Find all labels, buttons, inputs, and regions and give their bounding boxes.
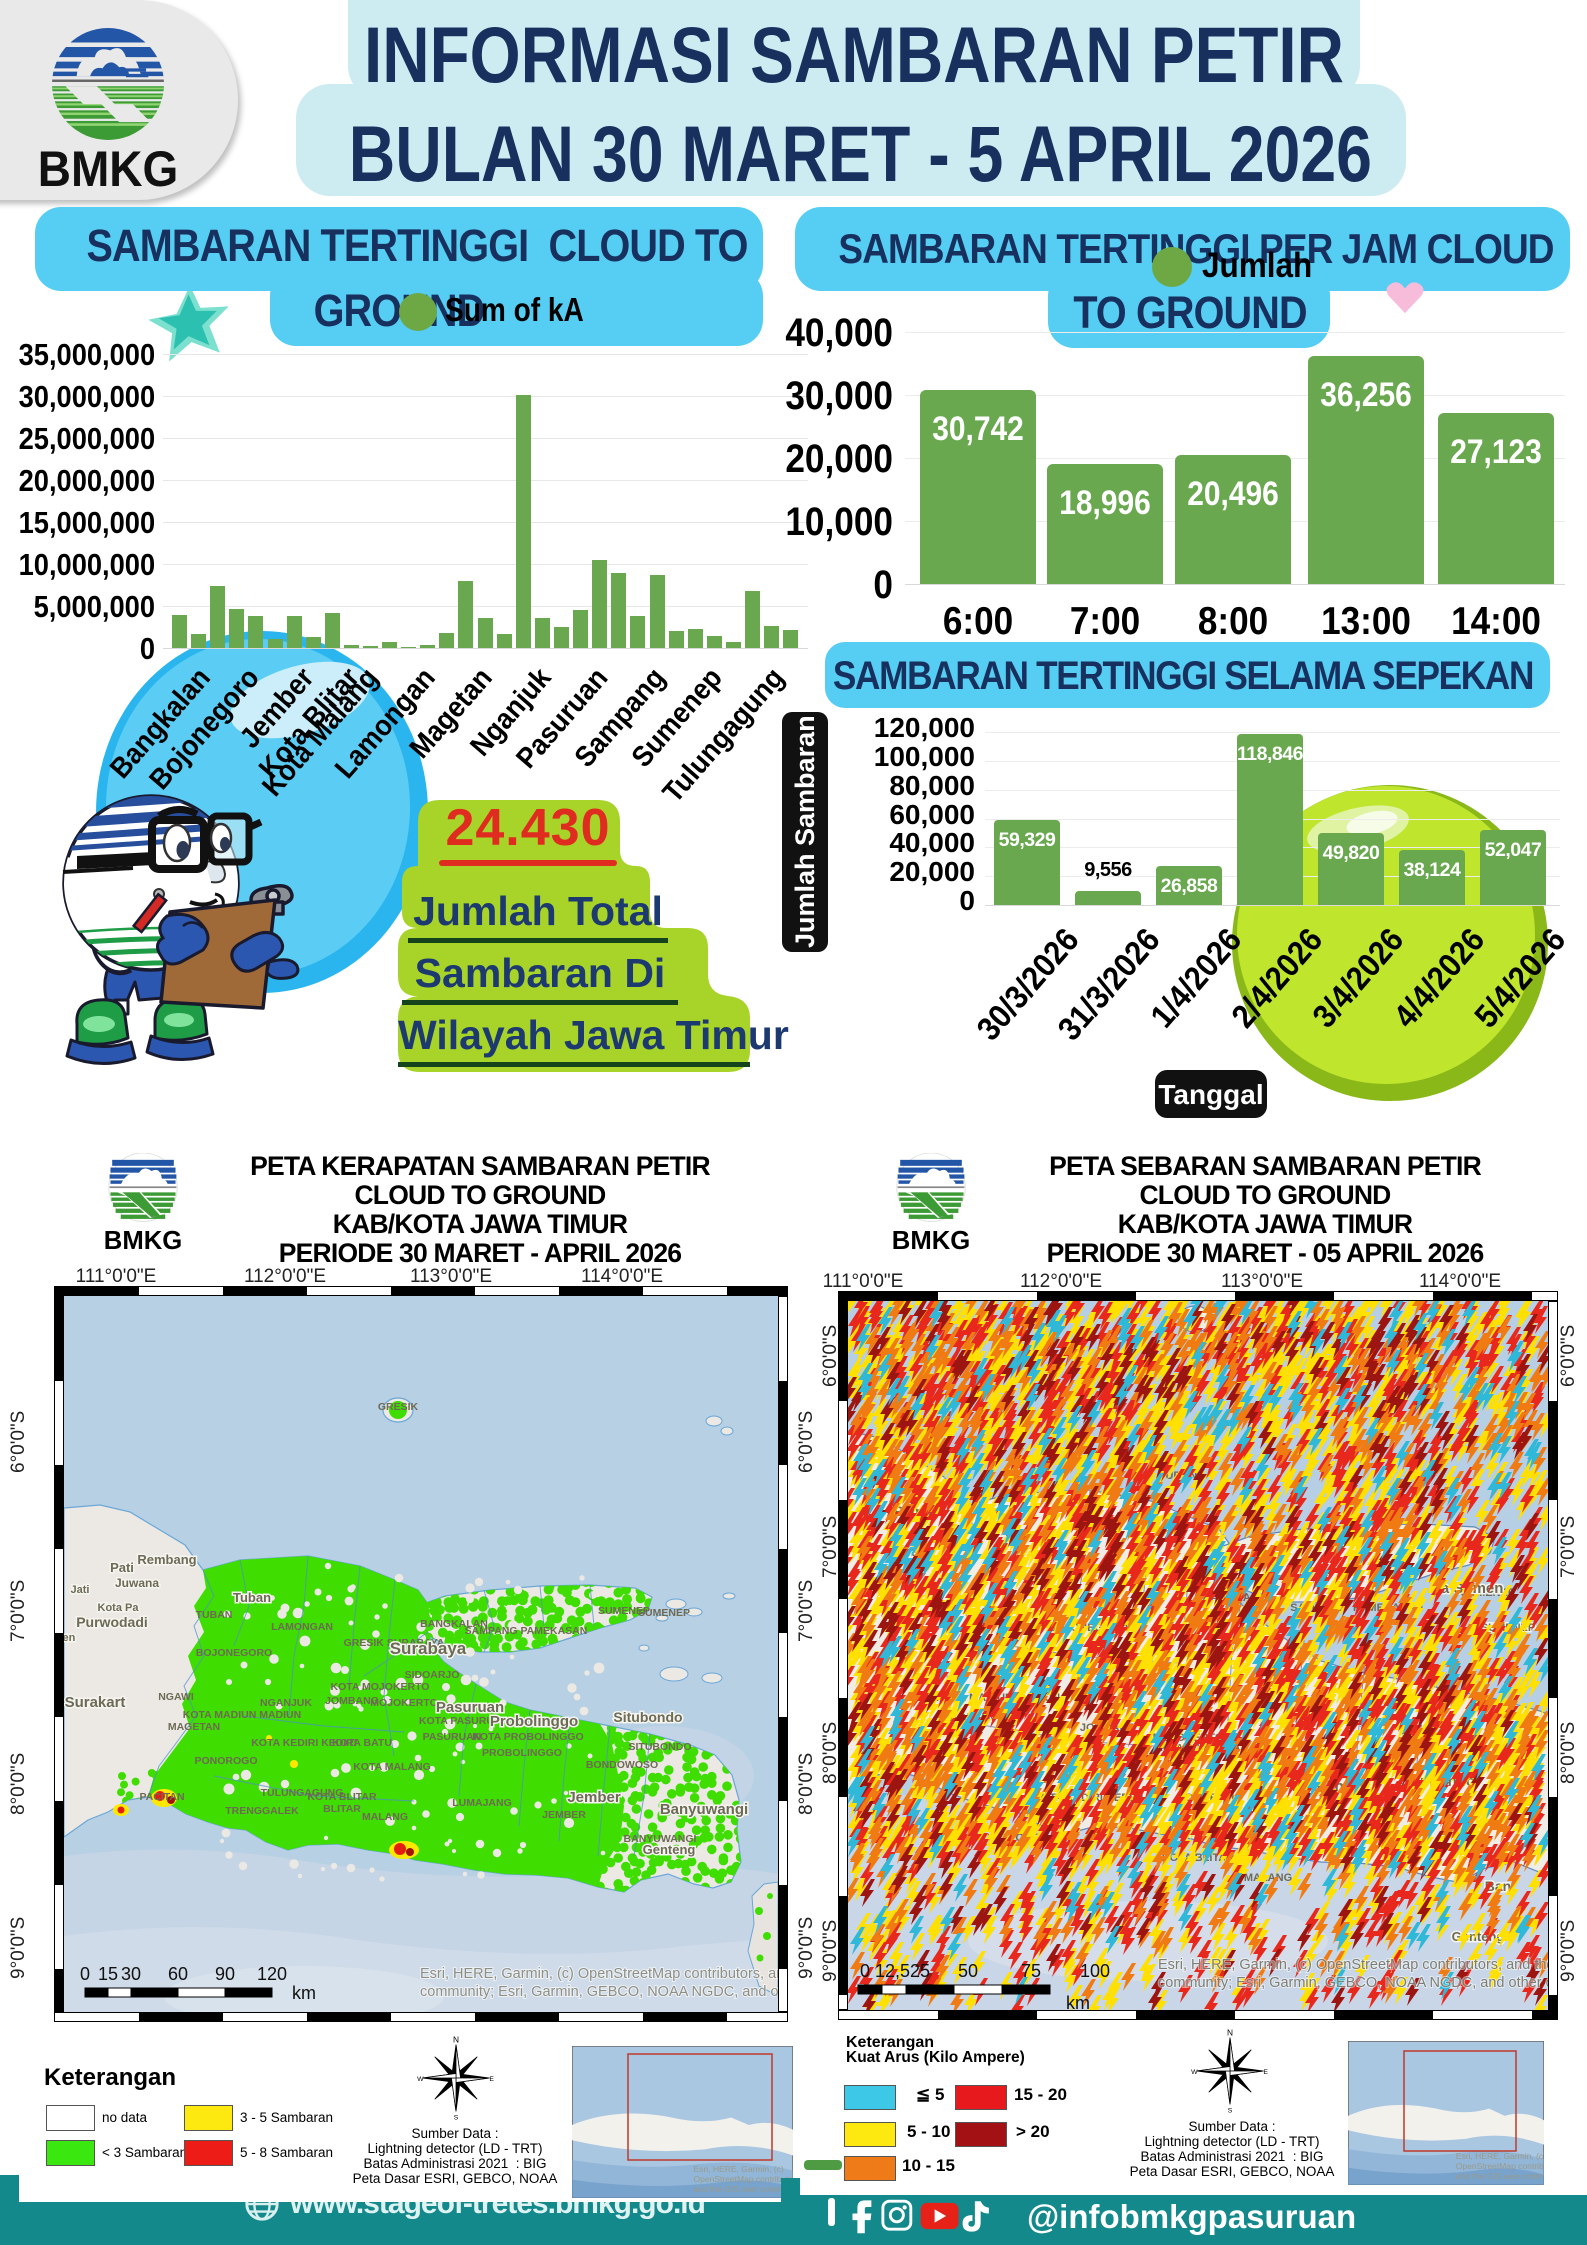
svg-text:KOTA MALANG: KOTA MALANG — [353, 1761, 431, 1773]
svg-text:MALANG: MALANG — [362, 1811, 408, 1823]
svg-text:community; Esri, Garmin, GEBCO: community; Esri, Garmin, GEBCO, NOAA NGD… — [1158, 1975, 1548, 1991]
svg-text:100: 100 — [1080, 1961, 1110, 1981]
svg-text:community; Esri, Garmin, GEBCO: community; Esri, Garmin, GEBCO, NOAA NGD… — [420, 1984, 778, 2000]
svg-text:Purwodadi: Purwodadi — [76, 1614, 148, 1630]
svg-text:Juwana: Juwana — [115, 1576, 159, 1590]
svg-text:Probolinggo: Probolinggo — [490, 1713, 578, 1730]
svg-text:Pati: Pati — [110, 1560, 134, 1575]
svg-text:Kota Pa: Kota Pa — [98, 1602, 140, 1614]
svg-text:KOTA PASURUAN: KOTA PASURUAN — [419, 1715, 509, 1727]
svg-text:MOJOKERTO: MOJOKERTO — [370, 1697, 437, 1709]
svg-text:KOTA BLITAR: KOTA BLITAR — [307, 1791, 377, 1803]
svg-text:SITUBONDO: SITUBONDO — [629, 1741, 692, 1753]
svg-text:PONOROGO: PONOROGO — [194, 1755, 257, 1767]
svg-text:BANGKALAN: BANGKALAN — [420, 1618, 488, 1630]
svg-text:MALANG: MALANG — [1244, 1872, 1292, 1884]
svg-text:GRESIK: GRESIK — [378, 1401, 419, 1413]
svg-text:TULUNGAGUNG: TULUNGAGUNG — [261, 1787, 344, 1799]
svg-text:KOTA KEDIRI KEDIRI: KOTA KEDIRI KEDIRI — [251, 1737, 357, 1749]
svg-text:Jember: Jember — [567, 1789, 621, 1806]
svg-text:SIDOARJO: SIDOARJO — [405, 1669, 460, 1681]
svg-text:90: 90 — [215, 1964, 235, 1984]
svg-text:E: E — [489, 2076, 494, 2083]
svg-text:Jati: Jati — [71, 1584, 90, 1596]
svg-text:KOTA PROBOLINGGO: KOTA PROBOLINGGO — [472, 1731, 583, 1743]
svg-text:LUMAJANG: LUMAJANG — [452, 1797, 512, 1809]
svg-text:JEMBER: JEMBER — [542, 1809, 586, 1821]
svg-text:30: 30 — [121, 1964, 141, 1984]
svg-text:SUMENEP: SUMENEP — [638, 1607, 690, 1619]
svg-text:50: 50 — [958, 1961, 978, 1981]
svg-text:E: E — [1263, 2069, 1268, 2076]
svg-text:15: 15 — [98, 1964, 118, 1984]
svg-text:BOJONEGORO: BOJONEGORO — [196, 1647, 272, 1659]
svg-text:km: km — [292, 1983, 316, 2003]
svg-text:MAGETAN: MAGETAN — [168, 1721, 220, 1733]
svg-text:TRENGGALEK: TRENGGALEK — [225, 1805, 299, 1817]
svg-text:BMKG: BMKG — [104, 1227, 182, 1255]
svg-text:W: W — [1191, 2069, 1198, 2076]
svg-text:SUMENEP: SUMENEP — [598, 1605, 650, 1617]
svg-text:JOMBANG: JOMBANG — [325, 1695, 379, 1707]
svg-text:OpenStreetMap contributors,: OpenStreetMap contributors, — [1456, 2161, 1544, 2171]
svg-text:S: S — [1228, 2108, 1233, 2115]
svg-text:0: 0 — [80, 1964, 90, 1984]
svg-text:Esri, HERE, Garmin, (c): Esri, HERE, Garmin, (c) — [1456, 2151, 1544, 2161]
svg-text:km: km — [1066, 1993, 1090, 2010]
svg-text:Pasuruan: Pasuruan — [436, 1699, 504, 1716]
svg-text:Rembang: Rembang — [137, 1552, 196, 1567]
svg-text:NGANJUK: NGANJUK — [260, 1697, 312, 1709]
svg-text:BMKG: BMKG — [892, 1227, 970, 1255]
svg-text:N: N — [1227, 2027, 1233, 2037]
svg-text:OpenStreetMap contributors,: OpenStreetMap contributors, — [694, 2174, 793, 2184]
svg-text:W: W — [417, 2076, 424, 2083]
svg-text:PACITAN: PACITAN — [139, 1791, 184, 1803]
svg-text:60: 60 — [168, 1964, 188, 1984]
svg-text:Surakart: Surakart — [65, 1694, 126, 1711]
svg-text:and the GIS user community: and the GIS user community — [694, 2184, 793, 2194]
svg-text:and the GIS user community: and the GIS user community — [1456, 2171, 1544, 2181]
svg-text:KOTA BATU: KOTA BATU — [332, 1737, 392, 1749]
svg-text:0 12,525: 0 12,525 — [860, 1961, 930, 1981]
svg-text:Genteng: Genteng — [643, 1842, 696, 1857]
svg-text:KOTA MADIUN MADIUN: KOTA MADIUN MADIUN — [183, 1709, 301, 1721]
svg-text:Banyuwangi: Banyuwangi — [660, 1801, 748, 1818]
svg-text:Tuban: Tuban — [233, 1590, 271, 1605]
svg-text:BLITAR: BLITAR — [323, 1803, 361, 1815]
svg-text:Situbondo: Situbondo — [613, 1709, 682, 1725]
svg-text:75: 75 — [1021, 1961, 1041, 1981]
svg-text:BANYUWANGI: BANYUWANGI — [624, 1833, 697, 1845]
svg-text:BONDOWOSO: BONDOWOSO — [586, 1759, 658, 1771]
svg-text:Esri, HERE, Garmin, (c) OpenSt: Esri, HERE, Garmin, (c) OpenStreetMap co… — [420, 1966, 778, 1982]
svg-text:GRESIK SURABAYA: GRESIK SURABAYA — [344, 1637, 445, 1649]
svg-text:LAMONGAN: LAMONGAN — [271, 1621, 333, 1633]
svg-text:PASURUAN: PASURUAN — [423, 1731, 482, 1743]
svg-text:KOTA MOJOKERTO: KOTA MOJOKERTO — [331, 1681, 430, 1693]
svg-text:Esri, HERE, Garmin, (c) OpenSt: Esri, HERE, Garmin, (c) OpenStreetMap co… — [1158, 1957, 1548, 1973]
svg-text:NGAWI: NGAWI — [158, 1691, 194, 1703]
svg-text:TUBAN: TUBAN — [196, 1609, 233, 1621]
svg-text:Esri, HERE, Garmin, (c): Esri, HERE, Garmin, (c) — [694, 2164, 784, 2174]
svg-text:120: 120 — [257, 1964, 287, 1984]
svg-text:Surabaya: Surabaya — [390, 1639, 467, 1658]
svg-text:N: N — [453, 2034, 459, 2044]
svg-text:SAMPANG PAMEKASAN: SAMPANG PAMEKASAN — [465, 1625, 588, 1637]
svg-text:S: S — [454, 2115, 459, 2122]
svg-text:PROBOLINGGO: PROBOLINGGO — [482, 1747, 562, 1759]
svg-text:Ben: Ben — [64, 1632, 76, 1644]
